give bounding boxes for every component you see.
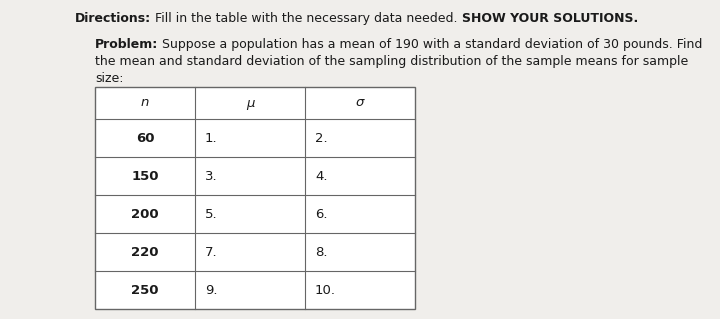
Text: 250: 250 xyxy=(131,284,158,296)
Text: n: n xyxy=(141,97,149,109)
Text: the mean and standard deviation of the sampling distribution of the sample means: the mean and standard deviation of the s… xyxy=(95,55,688,68)
Text: Fill in the table with the necessary data needed.: Fill in the table with the necessary dat… xyxy=(151,12,462,25)
Text: 2.: 2. xyxy=(315,131,328,145)
Text: 5.: 5. xyxy=(205,207,217,220)
Text: σ: σ xyxy=(356,97,364,109)
Text: 9.: 9. xyxy=(205,284,217,296)
Text: Suppose a population has a mean of 190 with a standard deviation of 30 pounds. F: Suppose a population has a mean of 190 w… xyxy=(158,38,703,51)
Text: 8.: 8. xyxy=(315,246,328,258)
Text: 60: 60 xyxy=(136,131,154,145)
Text: SHOW YOUR SOLUTIONS.: SHOW YOUR SOLUTIONS. xyxy=(462,12,638,25)
Text: 6.: 6. xyxy=(315,207,328,220)
Text: 10.: 10. xyxy=(315,284,336,296)
Text: 3.: 3. xyxy=(205,169,217,182)
Text: 7.: 7. xyxy=(205,246,217,258)
Bar xyxy=(95,87,415,309)
Text: 220: 220 xyxy=(131,246,158,258)
Text: 4.: 4. xyxy=(315,169,328,182)
Text: Problem:: Problem: xyxy=(95,38,158,51)
Text: μ: μ xyxy=(246,97,254,109)
Text: 150: 150 xyxy=(131,169,158,182)
Text: 200: 200 xyxy=(131,207,159,220)
Text: Directions:: Directions: xyxy=(75,12,151,25)
Text: 1.: 1. xyxy=(205,131,217,145)
Text: size:: size: xyxy=(95,72,124,85)
